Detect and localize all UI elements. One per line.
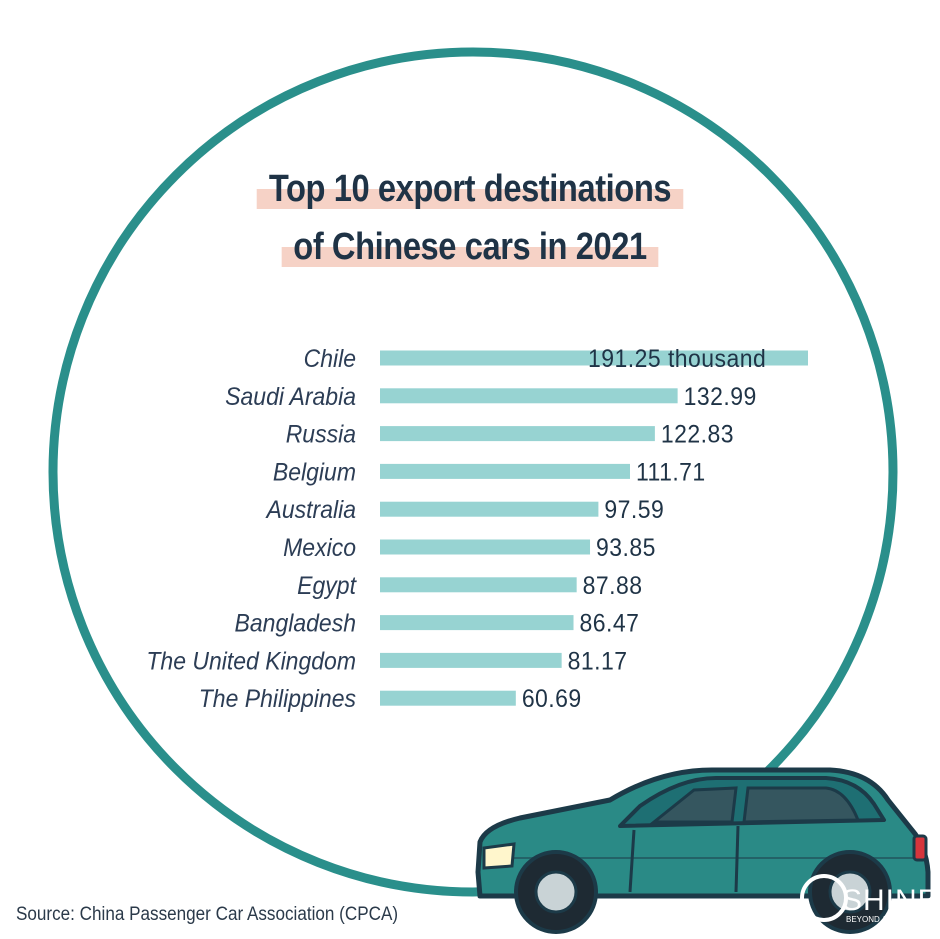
title-line-1: Top 10 export destinations	[66, 168, 874, 211]
source-note: Source: China Passenger Car Association …	[16, 904, 399, 925]
category-label-0: Chile	[304, 345, 356, 373]
value-label-6: 87.88	[583, 572, 643, 600]
value-label-4: 97.59	[604, 496, 664, 524]
car-window-front-shape	[649, 786, 738, 824]
value-label-8: 81.17	[568, 648, 628, 676]
bar-2	[380, 426, 655, 442]
category-label-2: Russia	[286, 421, 356, 449]
bar-9	[380, 690, 516, 706]
bar-1	[380, 388, 678, 404]
bar-6	[380, 577, 577, 593]
value-label-3: 111.71	[636, 459, 706, 487]
car-taillight	[912, 834, 928, 862]
title-line-2-text: of Chinese cars in 2021	[281, 226, 659, 269]
bar-3	[380, 463, 630, 479]
value-label-7: 86.47	[580, 610, 640, 638]
logo-ring-icon	[800, 874, 848, 922]
car-window-rear-shape	[742, 786, 861, 824]
car-headlight	[482, 842, 516, 870]
bar-5	[380, 539, 591, 555]
value-label-1: 132.99	[684, 383, 757, 411]
bars-layer: Chile 191.25 thousand Saudi Arabia 132.99 Ru…	[146, 345, 808, 713]
title-line-2: of Chinese cars in 2021	[66, 226, 874, 269]
category-label-1: Saudi Arabia	[225, 383, 356, 411]
category-label-4: Australia	[265, 496, 356, 524]
value-label-5: 93.85	[596, 534, 656, 562]
category-label-6: Egypt	[297, 572, 357, 600]
title-block: Top 10 export destinations of Chinese ca…	[0, 0, 940, 300]
car-door-line-front	[628, 829, 636, 893]
bar-0	[380, 350, 808, 366]
logo-tagline: BEYOND A S	[846, 915, 894, 924]
logo-text: SHINE	[842, 884, 939, 917]
title-line-1-text: Top 10 export destinations	[256, 168, 683, 211]
category-label-5: Mexico	[283, 534, 356, 562]
bar-8	[380, 652, 562, 668]
category-label-8: The United Kingdom	[146, 648, 356, 676]
category-label-7: Bangladesh	[235, 610, 356, 638]
value-label-9: 60.69	[522, 685, 582, 713]
bar-7	[380, 615, 574, 631]
car-hubcap-0	[534, 870, 578, 914]
category-label-3: Belgium	[273, 459, 356, 487]
value-label-0: 191.25 thousand	[588, 345, 766, 373]
value-label-2: 122.83	[661, 421, 734, 449]
bar-4	[380, 501, 599, 517]
category-label-9: The Philippines	[199, 685, 356, 713]
